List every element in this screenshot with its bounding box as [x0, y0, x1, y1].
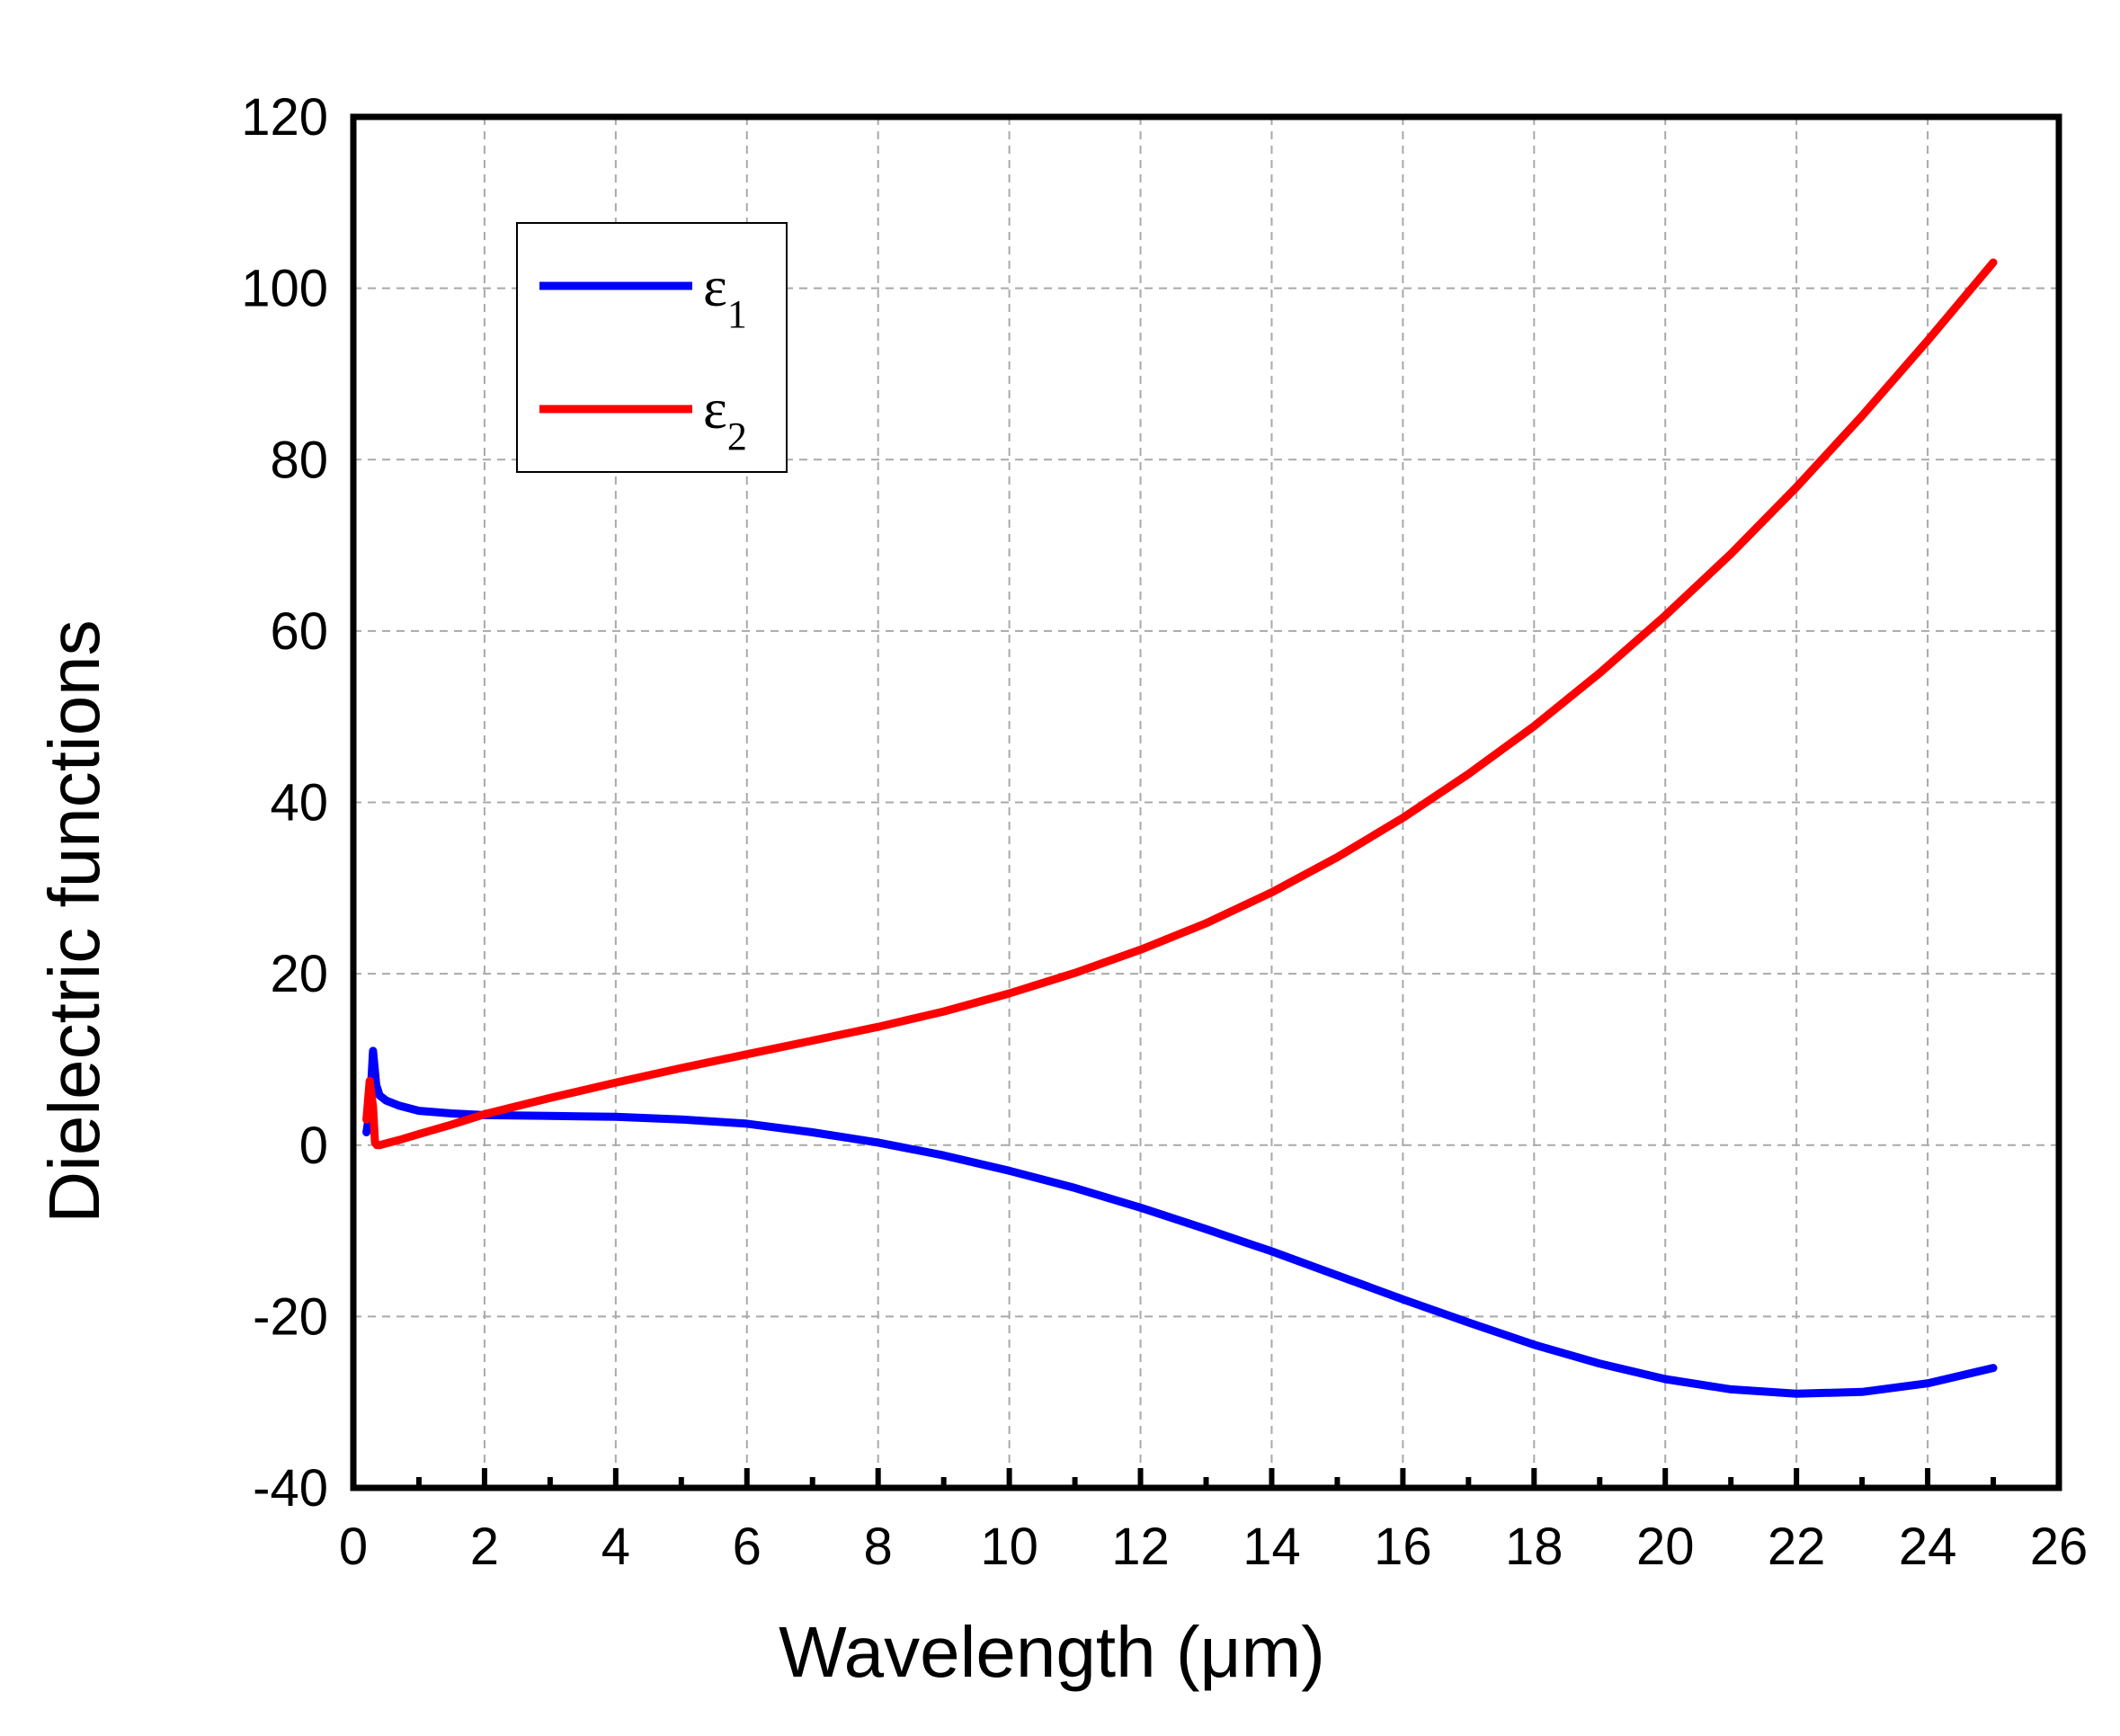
legend: ε1 ε2: [516, 222, 788, 473]
series-lines: [362, 258, 1998, 1398]
y-tick-label: -20: [253, 1287, 328, 1346]
y-tick-labels: -40 -20 0 20 40 60 80 100 120: [241, 88, 328, 1518]
x-tick-label: 22: [1768, 1518, 1826, 1576]
x-tick-label: 12: [1111, 1518, 1170, 1576]
legend-label-epsilon2: ε2: [703, 377, 747, 458]
y-tick-label: 120: [241, 88, 328, 147]
y-axis-title: Dielectric functions: [34, 619, 114, 1223]
y-tick-label: 60: [270, 602, 328, 661]
x-tick-label: 14: [1243, 1518, 1301, 1576]
x-tick-label: 24: [1899, 1518, 1957, 1576]
x-tick-label: 10: [980, 1518, 1038, 1576]
x-tick-label: 0: [339, 1518, 368, 1576]
series-line-epsilon2: [362, 258, 1998, 1150]
x-tick-label: 8: [864, 1518, 893, 1576]
legend-box: [516, 222, 788, 473]
x-tick-label: 6: [733, 1518, 762, 1576]
x-axis-title: Wavelength (μm): [779, 1612, 1325, 1692]
y-tick-label: 100: [241, 260, 328, 318]
x-tick-label: 16: [1374, 1518, 1432, 1576]
x-tick-label: 2: [470, 1518, 499, 1576]
y-tick-label: 40: [270, 774, 328, 832]
y-tick-label: -40: [253, 1459, 328, 1518]
y-tick-label: 20: [270, 945, 328, 1003]
y-tick-label: 0: [299, 1117, 328, 1175]
axis-ticks: [351, 1468, 2062, 1488]
legend-label-epsilon1: ε1: [703, 254, 747, 336]
x-tick-label: 20: [1636, 1518, 1695, 1576]
series-line-epsilon1: [362, 1046, 1998, 1398]
x-tick-label: 26: [2030, 1518, 2089, 1576]
x-tick-label: 4: [601, 1518, 630, 1576]
x-tick-labels: 0 2 4 6 8 10 12 14 16 18 20 22 24 26: [339, 1518, 2088, 1576]
x-tick-label: 18: [1505, 1518, 1563, 1576]
gridlines: [353, 117, 2059, 1488]
y-tick-label: 80: [270, 431, 328, 489]
